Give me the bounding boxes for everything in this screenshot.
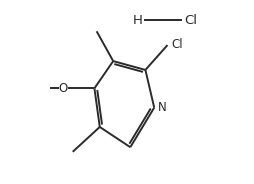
Text: Cl: Cl [171,38,183,51]
Text: O: O [59,82,68,95]
Text: H: H [132,14,142,27]
Text: Cl: Cl [184,14,197,27]
Text: N: N [157,101,166,114]
